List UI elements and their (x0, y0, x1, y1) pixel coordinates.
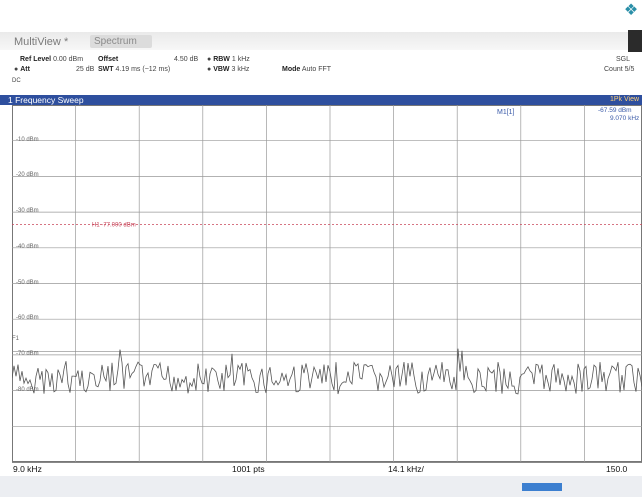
swt-value: 4.19 ms (~12 ms) (115, 66, 171, 73)
h1-line-label: H1 -77.000 dBm (92, 223, 136, 229)
marker-freq: 9.070 kHz (610, 115, 640, 122)
brand-logo-icon: ❖ (623, 2, 639, 19)
title-bar (0, 32, 642, 50)
marker-level: -67.59 dBm (598, 107, 632, 114)
spectrum-svg: H1 -77.000 dBm (11, 105, 642, 462)
tab-spectrum[interactable]: Spectrum (90, 35, 152, 48)
offset-label: Offset (98, 56, 119, 63)
spectrum-plot[interactable]: H1 -77.000 dBm (11, 105, 642, 462)
frequency-axis: 9.0 kHz 1001 pts 14.1 kHz/ 150.0 kHz (12, 462, 642, 484)
att-param[interactable]: ● Att (14, 66, 30, 73)
offset-value: 4.50 dB (174, 56, 199, 63)
mode-param-label: Mode (282, 66, 301, 73)
frequency-step: 14.1 kHz/ (388, 464, 424, 474)
ref-level-value: 0.00 dBm (53, 56, 84, 63)
y-axis-label: -80 dBm (16, 386, 39, 393)
trace-tag: 1Pk View (610, 96, 640, 103)
y-axis-label: -60 dBm (16, 315, 39, 322)
measuring-indicator[interactable] (522, 483, 562, 491)
marker-label: M1[1] (497, 109, 515, 116)
swt-label: SWT (98, 66, 114, 73)
y-axis-label: -70 dBm (16, 350, 39, 357)
f1-line-label: F1 (12, 336, 20, 342)
offset-param[interactable]: Offset (98, 56, 118, 63)
att-value: 25 dB (76, 66, 95, 73)
spectrum-trace (11, 348, 642, 395)
rbw-label: RBW (213, 56, 230, 63)
vbw-bullet: ● (207, 66, 212, 73)
mode-symbol: * (63, 36, 69, 48)
side-menu-button[interactable] (628, 30, 642, 52)
mode-param-value: Auto FFT (301, 66, 332, 73)
input-coupling: DC (12, 78, 21, 84)
mode-label: MultiView (14, 36, 61, 48)
att-label: Att (20, 66, 30, 73)
rbw-value: 1 kHz (231, 56, 250, 63)
start-frequency: 9.0 kHz (13, 464, 42, 474)
sweep-points: 1001 pts (232, 464, 265, 474)
y-axis-label: -40 dBm (16, 243, 39, 250)
y-axis-label: -50 dBm (16, 279, 39, 286)
vbw-label: VBW (213, 66, 230, 73)
sgl-indicator: SGL (616, 56, 631, 63)
mode-title[interactable]: MultiView * (14, 36, 68, 48)
rbw-param[interactable]: ● RBW 1 kHz (207, 56, 250, 63)
window-header[interactable] (0, 95, 642, 105)
window-title: 1 Frequency Sweep (8, 95, 84, 105)
ref-level-param[interactable]: Ref Level 0.00 dBm (20, 56, 83, 63)
y-axis-label: -10 dBm (16, 136, 39, 143)
vbw-param[interactable]: ● VBW 3 kHz (207, 66, 249, 73)
mode-param[interactable]: Mode Auto FFT (282, 66, 331, 73)
swt-param[interactable]: SWT 4.19 ms (~12 ms) (98, 66, 170, 73)
sweep-count: Count 5/5 (604, 66, 635, 73)
y-axis-label: -20 dBm (16, 172, 39, 179)
status-bar (0, 476, 642, 497)
att-bullet: ● (14, 66, 19, 73)
rbw-bullet: ● (207, 56, 212, 63)
vbw-value: 3 kHz (231, 66, 250, 73)
ref-level-label: Ref Level (20, 56, 52, 63)
y-axis-label: -30 dBm (16, 208, 39, 215)
